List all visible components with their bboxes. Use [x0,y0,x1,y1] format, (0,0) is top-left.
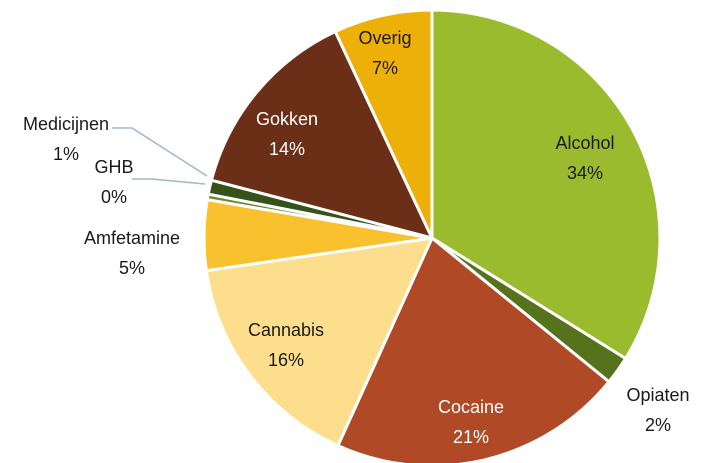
value-label-medicijnen: 1% [53,144,79,164]
value-label-cannabis: 16% [268,350,304,370]
value-label-ghb: 0% [101,187,127,207]
pie-slices [202,8,662,463]
label-overig: Overig [358,28,411,48]
slice-cannabis [204,236,434,448]
label-medicijnen: Medicijnen [23,114,109,134]
slice-labels: Alcohol 34% Opiaten 2% Cocaine 21% Cannabis 16%… [23,28,690,447]
label-amfetamine: Amfetamine [84,228,180,248]
value-label-amfetamine: 5% [119,258,145,278]
label-alcohol: Alcohol [555,133,614,153]
value-label-gokken: 14% [269,139,305,159]
value-label-alcohol: 34% [567,163,603,183]
label-opiaten: Opiaten [626,385,689,405]
slice-overig [333,8,434,240]
leader-line-medicijnen [112,127,208,177]
label-gokken: Gokken [256,109,318,129]
slice-cocaine [336,236,611,463]
slice-gokken [209,30,434,240]
slice-alcohol [430,8,662,361]
leader-lines [112,127,208,185]
value-label-overig: 7% [372,58,398,78]
value-label-cocaine: 21% [453,427,489,447]
value-label-opiaten: 2% [645,415,671,435]
leader-line-ghb [132,178,206,185]
label-cocaine: Cocaine [438,397,504,417]
label-ghb: GHB [94,157,133,177]
label-cannabis: Cannabis [248,320,324,340]
